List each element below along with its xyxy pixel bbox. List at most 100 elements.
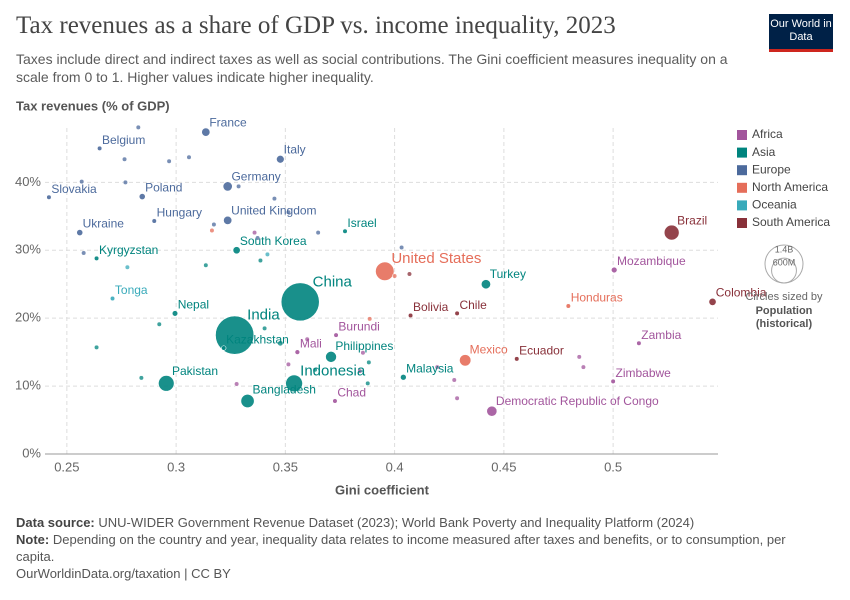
chart: Tax revenues (% of GDP) Gini coefficient… <box>15 98 830 497</box>
point <box>158 375 175 392</box>
point-label: Tonga <box>115 283 148 297</box>
point <box>166 158 172 164</box>
point <box>232 246 241 255</box>
point <box>454 395 460 401</box>
point-label: Colombia <box>716 285 767 299</box>
logo[interactable]: Our World in Data <box>769 14 833 52</box>
point <box>357 368 363 374</box>
point-label: Malaysia <box>406 361 454 375</box>
point-label: Mozambique <box>617 254 686 268</box>
point-label: Poland <box>145 181 182 195</box>
point <box>203 262 209 268</box>
point-label: Kyrgyzstan <box>99 243 158 257</box>
point <box>261 325 268 331</box>
point <box>93 255 100 262</box>
point <box>285 209 292 215</box>
point <box>138 375 144 381</box>
point <box>255 235 261 241</box>
legend-swatch <box>737 147 747 158</box>
y-tick-label: 0% <box>22 445 41 460</box>
point-label: Pakistan <box>172 364 218 378</box>
legend-label: Asia <box>752 145 776 159</box>
point <box>451 377 457 383</box>
point <box>251 229 258 236</box>
point-label: Belgium <box>102 133 145 147</box>
point <box>223 215 233 225</box>
point-label: Mexico <box>470 342 508 356</box>
size-legend-measure: Population (historical) <box>756 305 813 330</box>
y-tick-label: 40% <box>15 174 41 189</box>
point <box>240 394 255 408</box>
point <box>215 315 255 355</box>
point <box>79 179 85 185</box>
point <box>454 310 460 317</box>
point <box>392 273 398 279</box>
point-label: China <box>313 273 353 290</box>
point <box>708 297 717 306</box>
point <box>406 271 413 277</box>
point-label: Germany <box>231 169 280 183</box>
y-tick-label: 20% <box>15 310 41 325</box>
source: UNU-WIDER Government Revenue Dataset (20… <box>98 515 695 530</box>
point <box>277 340 284 347</box>
legend-label: Oceania <box>752 198 797 212</box>
point <box>46 194 52 200</box>
point <box>312 367 318 373</box>
legend-swatch <box>737 130 747 140</box>
point <box>221 345 227 351</box>
point <box>124 264 130 270</box>
point-label: Slovakia <box>51 182 97 196</box>
point <box>264 251 271 257</box>
point <box>234 381 240 387</box>
point <box>280 282 320 322</box>
point <box>138 193 146 200</box>
legend-label: South America <box>752 215 830 229</box>
point-label: Bolivia <box>413 300 449 314</box>
size-legend-circle <box>771 257 797 284</box>
point-label: United States <box>391 250 481 267</box>
point <box>375 261 395 281</box>
point-label: Ecuador <box>519 343 564 357</box>
point <box>186 154 192 160</box>
point <box>486 405 498 417</box>
point <box>76 229 84 236</box>
point-label: Bangladesh <box>253 383 316 397</box>
x-tick-label: 0.45 <box>491 459 516 474</box>
legend-label: Europe <box>752 162 791 176</box>
footer: Data source: UNU-WIDER Government Revenu… <box>16 514 826 582</box>
point-label: Indonesia <box>300 362 366 379</box>
legend-swatch <box>737 165 747 176</box>
point <box>367 316 373 322</box>
size-legend-label: 600M <box>773 257 796 267</box>
point <box>360 350 366 356</box>
legend-swatch <box>737 182 747 193</box>
point-label: Turkey <box>490 267 526 281</box>
point-label: Nepal <box>178 298 209 312</box>
point <box>565 303 571 309</box>
point <box>257 257 264 264</box>
point <box>365 380 371 386</box>
point-label: Zimbabwe <box>615 366 671 380</box>
point <box>459 354 472 367</box>
point-label: Ukraine <box>83 217 125 231</box>
legend-swatch <box>737 218 747 228</box>
point <box>294 349 301 355</box>
point <box>211 221 217 228</box>
url[interactable]: OurWorldinData.org/taxation | CC BY <box>16 566 231 581</box>
point-label: South Korea <box>240 234 307 248</box>
point <box>325 351 337 363</box>
point <box>201 127 211 137</box>
size-legend-title: Circles sized by <box>745 291 823 303</box>
note: Depending on the country and year, inequ… <box>16 532 786 564</box>
point <box>342 228 348 234</box>
point <box>663 224 680 241</box>
y-axis-label: Tax revenues (% of GDP) <box>16 98 170 113</box>
point <box>366 359 372 365</box>
point-label: United Kingdom <box>231 204 316 218</box>
point <box>285 361 292 367</box>
point <box>222 181 233 192</box>
point <box>576 354 582 360</box>
point <box>93 344 100 350</box>
point-label: Honduras <box>571 291 623 305</box>
